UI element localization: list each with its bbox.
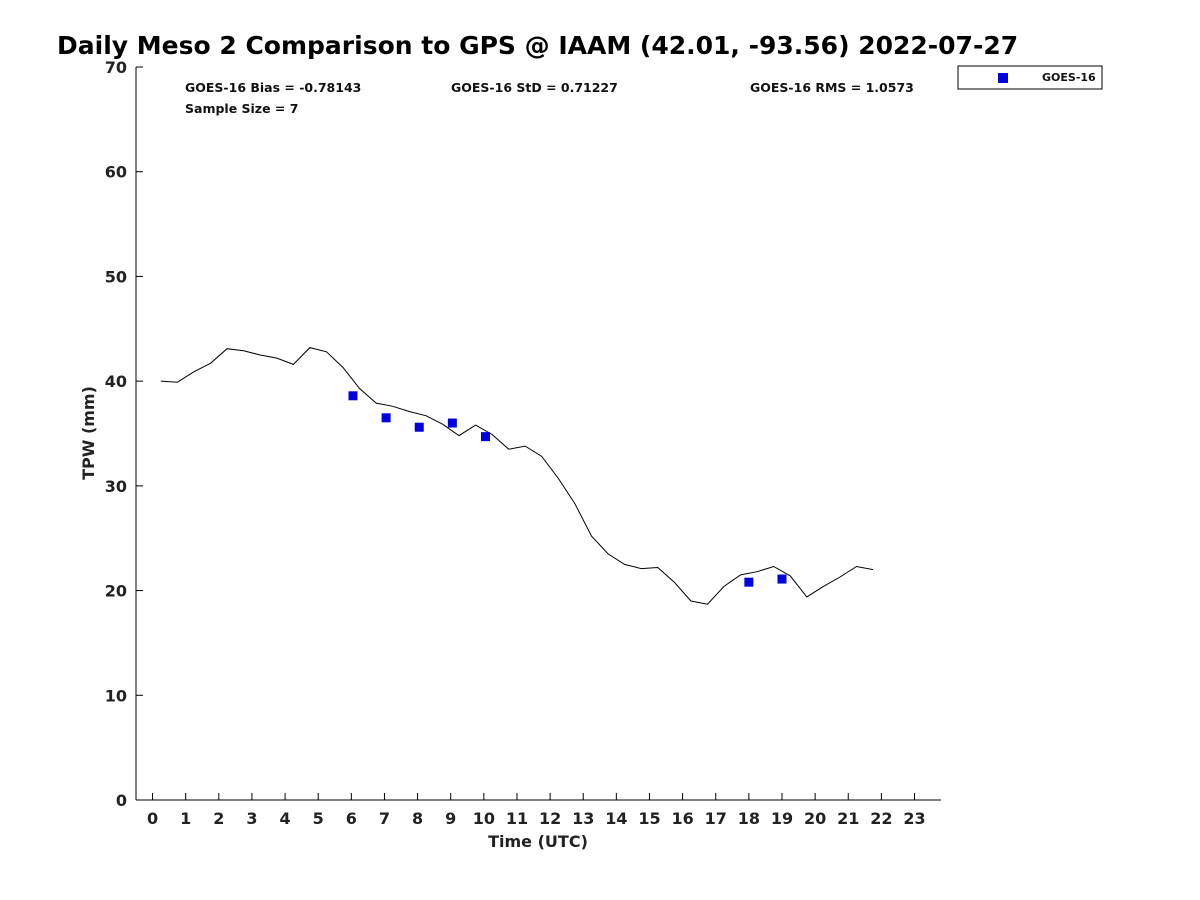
y-tick-label: 0 xyxy=(116,791,127,810)
x-tick-label: 11 xyxy=(506,809,528,828)
x-tick-label: 19 xyxy=(771,809,793,828)
y-tick-label: 40 xyxy=(105,372,127,391)
y-tick-label: 60 xyxy=(105,163,127,182)
x-tick-label: 18 xyxy=(738,809,760,828)
x-tick-label: 4 xyxy=(280,809,291,828)
goes16-points xyxy=(348,391,787,587)
x-tick-label: 21 xyxy=(837,809,859,828)
x-tick-label: 15 xyxy=(638,809,660,828)
x-tick-label: 16 xyxy=(671,809,693,828)
x-tick-label: 13 xyxy=(572,809,594,828)
std-stat: GOES-16 StD = 0.71227 xyxy=(451,80,618,95)
axes xyxy=(135,67,941,801)
gps-line xyxy=(160,347,874,605)
y-ticks: 0 10 20 30 40 50 60 70 xyxy=(105,58,143,810)
rms-stat: GOES-16 RMS = 1.0573 xyxy=(750,80,914,95)
goes16-point xyxy=(480,432,490,442)
x-tick-label: 8 xyxy=(412,809,423,828)
goes16-point xyxy=(744,577,754,587)
sample-size-stat: Sample Size = 7 xyxy=(185,101,298,116)
y-tick-label: 20 xyxy=(105,582,127,601)
y-tick-label: 70 xyxy=(105,58,127,77)
x-tick-label: 17 xyxy=(705,809,727,828)
x-tick-label: 0 xyxy=(147,809,158,828)
x-tick-label: 14 xyxy=(605,809,627,828)
x-tick-label: 6 xyxy=(346,809,357,828)
x-tick-label: 12 xyxy=(539,809,561,828)
y-tick-label: 10 xyxy=(105,686,127,705)
x-tick-label: 7 xyxy=(379,809,390,828)
goes16-point xyxy=(447,418,457,428)
x-tick-label: 10 xyxy=(473,809,495,828)
x-tick-label: 22 xyxy=(870,809,892,828)
goes16-point xyxy=(414,422,424,432)
y-axis-label: TPW (mm) xyxy=(79,386,98,480)
chart-title: Daily Meso 2 Comparison to GPS @ IAAM (4… xyxy=(57,31,1018,60)
x-tick-label: 3 xyxy=(246,809,257,828)
x-ticks: 0 1 2 3 4 5 6 7 8 9 10 11 12 13 14 15 16 17 18 19 20 21 22 23 xyxy=(147,793,926,828)
y-tick-label: 50 xyxy=(105,267,127,286)
bias-stat: GOES-16 Bias = -0.78143 xyxy=(185,80,361,95)
x-tick-label: 20 xyxy=(804,809,826,828)
x-axis-label: Time (UTC) xyxy=(488,832,588,851)
legend-marker xyxy=(998,73,1008,83)
x-tick-label: 9 xyxy=(445,809,456,828)
y-tick-label: 30 xyxy=(105,477,127,496)
x-tick-label: 23 xyxy=(903,809,925,828)
legend-label: GOES-16 xyxy=(1042,71,1096,84)
legend-box xyxy=(957,65,1103,90)
goes16-point xyxy=(777,574,787,584)
x-tick-label: 1 xyxy=(180,809,191,828)
x-tick-label: 5 xyxy=(313,809,324,828)
legend: GOES-16 xyxy=(957,65,1103,90)
goes16-point xyxy=(348,391,358,401)
x-tick-label: 2 xyxy=(213,809,224,828)
goes16-point xyxy=(381,413,391,423)
